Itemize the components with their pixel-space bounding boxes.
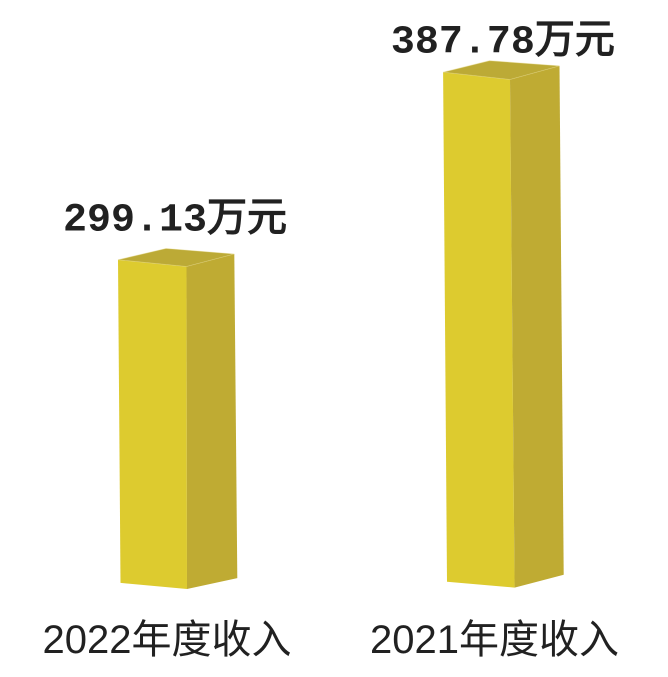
svg-text:2021年度收入: 2021年度收入 (370, 618, 619, 662)
svg-text:2022年度收入: 2022年度收入 (43, 618, 292, 662)
svg-text:299.13万元: 299.13万元 (63, 199, 287, 244)
svg-text:387.78万元: 387.78万元 (391, 21, 615, 66)
